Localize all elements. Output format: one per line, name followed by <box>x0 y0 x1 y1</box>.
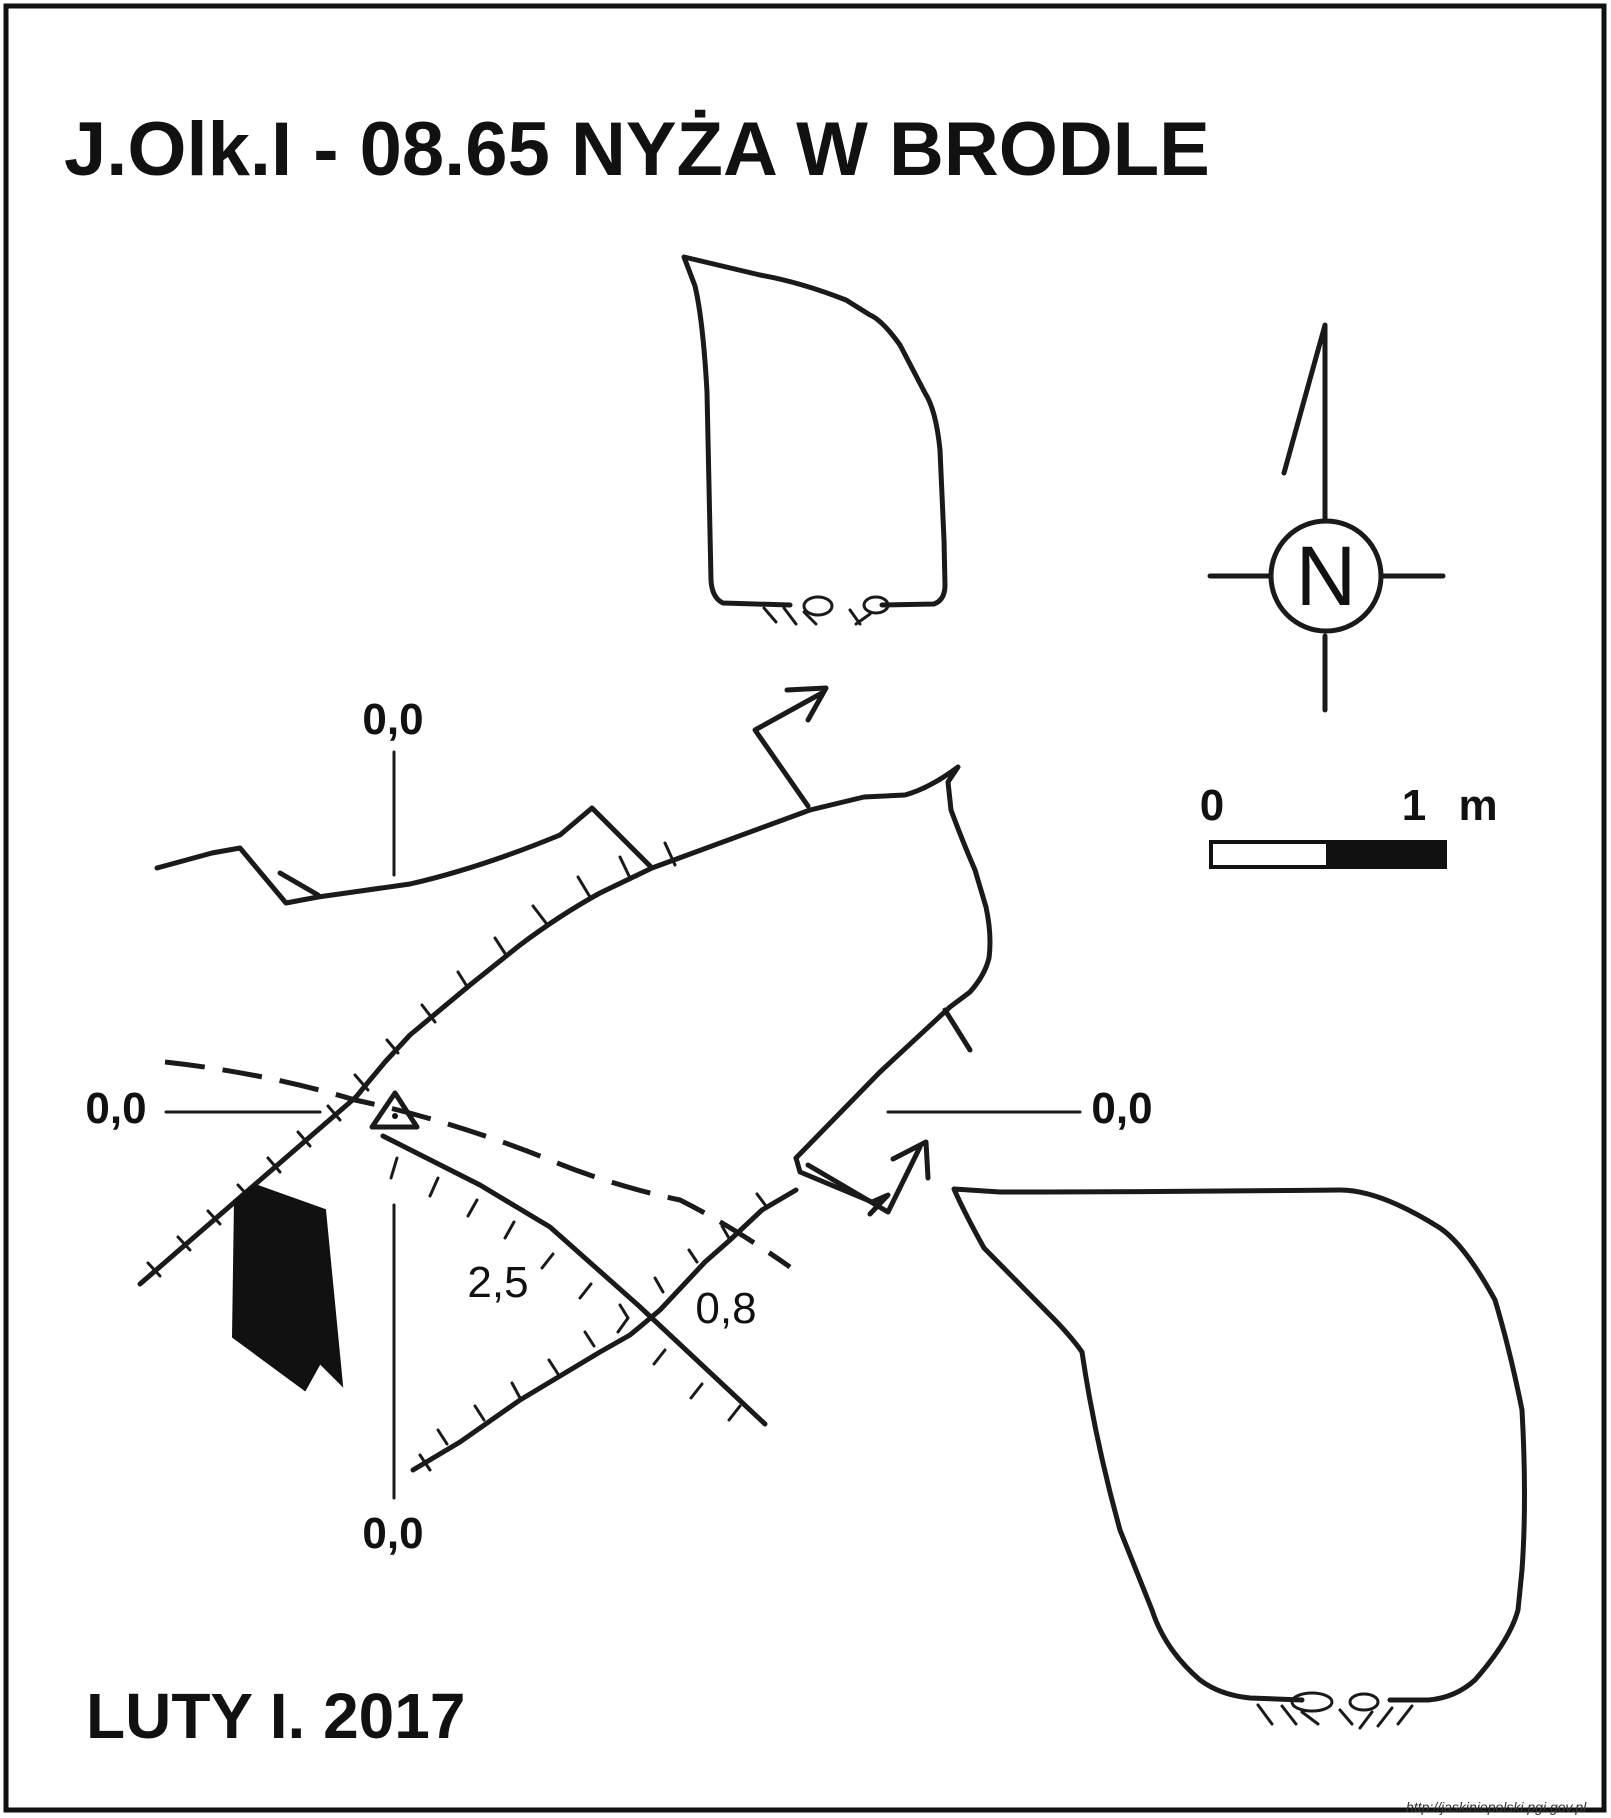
map-title: J.Olk.I - 08.65 NYŻA W BRODLE <box>64 107 1210 192</box>
depth-label-b: 0,8 <box>695 1284 756 1333</box>
level-label-right: 0,0 <box>1091 1084 1152 1133</box>
cross-section-right <box>951 1186 1527 1730</box>
cave-plan <box>137 841 891 1473</box>
level-label-bottom: 0,0 <box>362 1509 423 1558</box>
level-label-top: 0,0 <box>362 695 423 744</box>
surface-profile <box>154 764 993 1161</box>
survey-date: LUTY I. 2017 <box>86 1680 465 1752</box>
section-arrow-right-icon <box>805 1139 931 1215</box>
depth-label-a: 2,5 <box>467 1258 528 1307</box>
scale-bar: 0 1 m <box>1200 781 1498 869</box>
cross-section-top <box>681 254 948 626</box>
source-url: http://jaskiniepolski.pgi.gov.pl <box>1406 1799 1587 1815</box>
section-arrow-top-icon <box>752 685 829 809</box>
scale-end-label: 1 <box>1402 781 1426 830</box>
entrance-arrow-icon <box>231 1183 344 1392</box>
scale-start-label: 0 <box>1200 781 1224 830</box>
north-arrow-icon: N <box>1207 322 1446 713</box>
level-label-left: 0,0 <box>85 1084 146 1133</box>
section-lines: 0,0 0,0 0,0 0,0 <box>85 695 1152 1558</box>
scale-unit-label: m <box>1458 781 1497 830</box>
north-letter: N <box>1296 529 1357 623</box>
map-border <box>3 3 1607 1813</box>
